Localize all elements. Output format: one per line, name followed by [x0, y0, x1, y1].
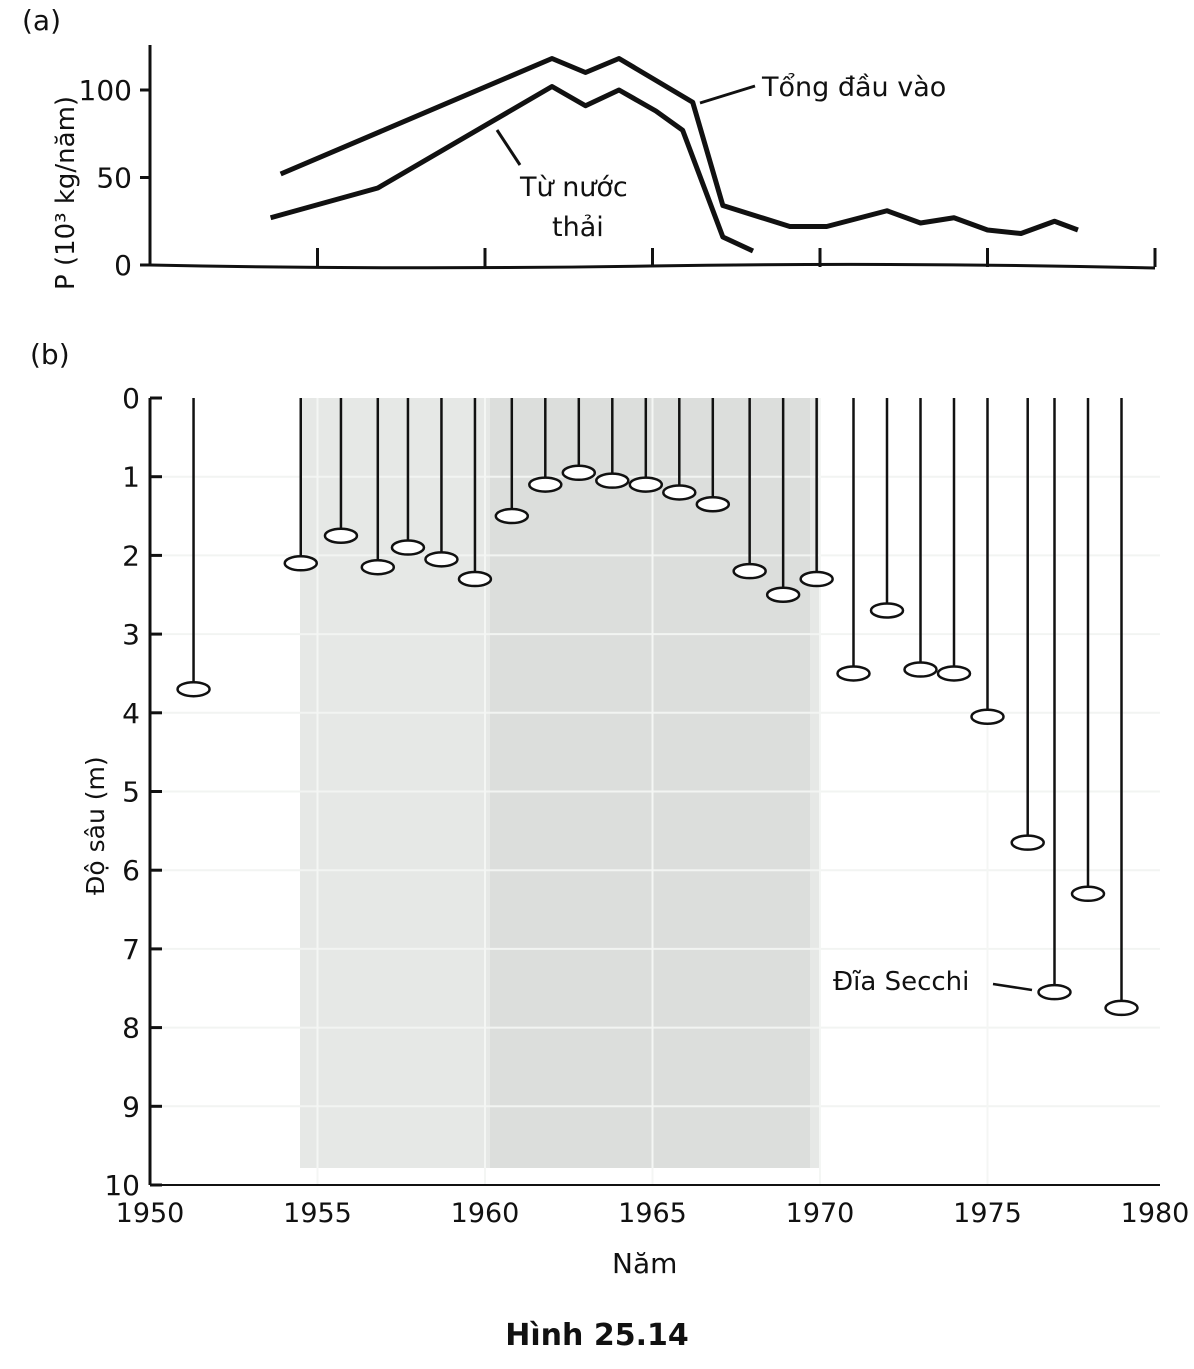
y-tick-label: 0	[122, 382, 140, 415]
wastewater-leader	[495, 129, 522, 166]
secchi-disk	[323, 527, 359, 544]
secchi-disk	[970, 708, 1005, 725]
secchi-disk	[903, 661, 938, 678]
y-tick-label: 8	[122, 1012, 140, 1045]
panel-a-lines	[269, 56, 1079, 254]
secchi-disk	[628, 476, 664, 493]
panel-b-grid	[150, 398, 1160, 1185]
secchi-disk	[595, 472, 630, 489]
secchi-disk	[799, 570, 834, 588]
y-tick-label: 50	[96, 162, 132, 195]
total-input-label: Tổng đầu vào	[761, 72, 946, 103]
y-tick-label: 5	[122, 776, 140, 809]
y-tick-label: 1	[122, 461, 140, 494]
x-tick-label: 1970	[786, 1198, 855, 1229]
secchi-annotation: Đĩa Secchi	[833, 967, 969, 997]
x-tick-label: 1950	[116, 1198, 185, 1229]
secchi-disk	[765, 586, 801, 603]
x-tick-label: 1960	[451, 1198, 520, 1229]
panel-a-label: (a)	[22, 4, 61, 37]
secchi-disk	[1037, 983, 1072, 1001]
secchi-disk	[662, 484, 697, 501]
secchi-disk	[1010, 834, 1045, 851]
y-tick-label: 10	[104, 1169, 140, 1202]
x-axis	[149, 262, 1156, 270]
panel-b-secchi-marks	[176, 398, 1139, 1017]
y-tick-label: 9	[122, 1090, 140, 1123]
wastewater-label-2: thải	[552, 212, 604, 243]
secchi-disk	[869, 602, 905, 619]
secchi-disk	[494, 507, 530, 525]
panel-a-axes: 0 50 100	[79, 45, 1157, 282]
secchi-disk	[936, 665, 972, 682]
secchi-leader	[992, 982, 1033, 992]
secchi-disk	[528, 476, 563, 493]
secchi-disk	[360, 558, 396, 576]
total-input-line	[279, 56, 1079, 236]
secchi-disk	[283, 555, 318, 572]
panel-b-ylabel: Độ sâu (m)	[81, 756, 110, 895]
secchi-disk	[457, 570, 493, 588]
secchi-disk	[695, 495, 731, 513]
secchi-disk	[176, 680, 211, 698]
y-tick-label: 4	[122, 697, 140, 730]
secchi-disk	[561, 464, 597, 482]
secchi-disk	[836, 665, 871, 682]
secchi-disk	[1070, 885, 1106, 903]
x-tick-label: 1965	[618, 1198, 687, 1229]
total-input-leader	[699, 84, 756, 105]
wastewater-line	[269, 84, 755, 254]
secchi-disk	[424, 551, 459, 568]
secchi-disk	[390, 539, 426, 556]
panel-b-xlabel: Năm	[612, 1247, 677, 1280]
secchi-disk	[1104, 999, 1139, 1017]
y-tick-label: 7	[122, 933, 140, 966]
y-tick-label: 2	[122, 539, 140, 572]
figure-caption: Hình 25.14	[505, 1318, 688, 1353]
y-tick-label: 0	[114, 249, 132, 282]
panel-b-label: (b)	[30, 338, 70, 371]
y-tick-label: 6	[122, 854, 140, 887]
y-tick-label: 100	[79, 74, 132, 107]
x-tick-label: 1980	[1121, 1198, 1190, 1229]
x-tick-label: 1975	[953, 1198, 1022, 1229]
x-tick-label: 1955	[283, 1198, 352, 1229]
secchi-disk	[732, 562, 767, 580]
y-tick-label: 3	[122, 618, 140, 651]
wastewater-label-1: Từ nước	[519, 172, 628, 203]
panel-a-ylabel: P (10³ kg/năm)	[51, 96, 81, 290]
panel-b-shading-dark	[490, 398, 810, 1168]
